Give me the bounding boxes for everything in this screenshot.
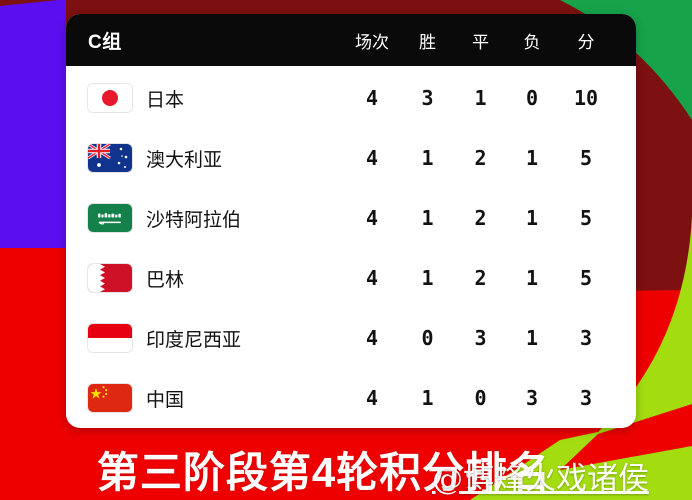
stat-played: 4 (365, 266, 379, 290)
stat-played: 4 (365, 146, 379, 170)
team-stats: 4 1 0 3 3 (344, 386, 636, 410)
stat-loss: 1 (525, 266, 539, 290)
table-row[interactable]: 沙特阿拉伯 4 1 2 1 5 (66, 188, 636, 248)
stat-draw: 0 (474, 386, 487, 410)
stat-played: 4 (365, 86, 379, 110)
stat-draw: 2 (474, 266, 487, 290)
stat-win: 1 (421, 146, 434, 170)
stat-draw: 3 (474, 326, 487, 350)
table-row[interactable]: 中国 4 1 0 3 3 (66, 368, 636, 428)
stat-loss: 0 (525, 86, 539, 110)
flag-australia-icon (88, 144, 132, 172)
table-row[interactable]: 日本 4 3 1 0 10 (66, 68, 636, 128)
team-stats: 4 0 3 1 3 (344, 326, 636, 350)
stat-draw: 2 (474, 146, 487, 170)
column-headers: 场次 胜 平 负 分 (344, 28, 636, 53)
stat-points: 5 (579, 146, 593, 170)
stat-win: 1 (421, 206, 434, 230)
flag-bahrain-icon (88, 264, 132, 292)
table-row[interactable]: 澳大利亚 4 1 2 1 5 (66, 128, 636, 188)
standings-card: C组 场次 胜 平 负 分 日本 4 3 1 0 (66, 14, 636, 428)
stat-played: 4 (365, 326, 379, 350)
team-name: 中国 (146, 389, 185, 411)
table-row[interactable]: 印度尼西亚 4 0 3 1 3 (66, 308, 636, 368)
team-name: 澳大利亚 (146, 149, 223, 171)
team-stats: 4 1 2 1 5 (344, 266, 636, 290)
team-name: 巴林 (146, 269, 185, 291)
stat-win: 1 (421, 266, 434, 290)
team-stats: 4 1 2 1 5 (344, 206, 636, 230)
stat-points: 10 (573, 86, 599, 110)
group-title: C组 (88, 31, 122, 53)
stat-points: 5 (579, 266, 593, 290)
flag-japan-icon (88, 84, 132, 112)
stat-win: 3 (421, 86, 434, 110)
flag-indonesia-icon (88, 324, 132, 352)
standings-rows: 日本 4 3 1 0 10 (66, 66, 636, 428)
stat-loss: 1 (525, 326, 539, 350)
flag-saudi-arabia-icon (88, 204, 132, 232)
background-green-corner (560, 0, 692, 120)
stat-draw: 1 (474, 86, 487, 110)
flag-china-icon (88, 384, 132, 412)
stat-loss: 3 (525, 386, 539, 410)
column-header-draw: 平 (472, 32, 489, 52)
stat-points: 3 (579, 326, 593, 350)
team-name: 印度尼西亚 (146, 329, 242, 351)
team-name: 日本 (146, 89, 185, 111)
column-header-loss: 负 (523, 32, 541, 52)
column-header-points: 分 (577, 32, 595, 52)
column-header-win: 胜 (419, 32, 436, 52)
stat-win: 0 (421, 326, 434, 350)
stat-played: 4 (365, 206, 379, 230)
stat-loss: 1 (525, 206, 539, 230)
background-red-wedge (560, 404, 692, 470)
stat-win: 1 (421, 386, 434, 410)
team-stats: 4 3 1 0 10 (344, 86, 636, 110)
column-header-played: 场次 (355, 32, 389, 52)
standings-header: C组 场次 胜 平 负 分 (66, 14, 636, 66)
table-row[interactable]: 巴林 4 1 2 1 5 (66, 248, 636, 308)
stat-points: 5 (579, 206, 593, 230)
team-name: 沙特阿拉伯 (146, 209, 242, 231)
stat-draw: 2 (474, 206, 487, 230)
team-stats: 4 1 2 1 5 (344, 146, 636, 170)
background-purple-shape (0, 0, 66, 300)
stat-loss: 1 (525, 146, 539, 170)
stat-played: 4 (365, 386, 379, 410)
stat-points: 3 (579, 386, 593, 410)
